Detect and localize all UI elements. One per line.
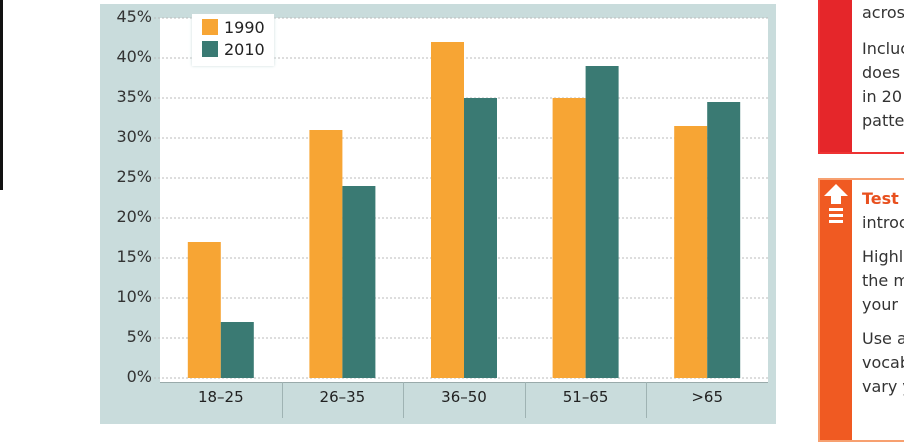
red-sidebar-bar [820,0,852,152]
box-text: the m [862,271,904,290]
bar-1990-3 [552,98,586,378]
x-separator [281,382,283,418]
box-text: Use a [862,329,904,348]
page-edge [0,0,3,190]
bar-2010-1 [342,186,376,378]
x-separator [403,382,405,418]
y-tick-label: 40% [116,47,152,66]
box-text: your c [862,295,904,314]
legend-label: 2010 [224,40,265,59]
x-separator [646,382,648,418]
box-text: introc [862,213,904,232]
legend-swatch [202,19,218,35]
y-tick-label: 45% [116,7,152,26]
box-text: vary y [862,377,904,396]
x-tick-label: 36–50 [441,388,487,406]
x-axis-row [160,382,768,419]
tip-box-orange: Test introc Highl the m your c Use a voc… [818,178,904,442]
y-tick-label: 35% [116,87,152,106]
legend-item-2010: 2010 [202,40,265,59]
box-text: Highl [862,247,904,266]
legend: 1990 2010 [192,14,274,66]
x-tick-label: 26–35 [319,388,366,406]
x-tick-label: 51–65 [562,388,609,406]
box-text: patte [862,111,904,130]
box-text: does [862,63,901,82]
tip-box-red: acros Incluc does in 20 patte [818,0,904,154]
x-tick-label: 18–25 [197,388,244,406]
bar-2010-0 [220,322,254,378]
y-tick-label: 5% [126,327,152,346]
box-text: Incluc [862,39,904,58]
x-tick-label: >65 [691,388,724,406]
box-text: in 20 [862,87,903,106]
y-tick-label: 20% [116,207,152,226]
box-text: vocab [862,353,904,372]
y-tick-label: 15% [116,247,152,266]
y-tick-label: 25% [116,167,152,186]
bar-2010-4 [707,102,741,378]
y-tick-label: 0% [126,367,152,386]
box-heading: Test [862,189,899,208]
bar-1990-2 [431,42,464,378]
legend-label: 1990 [224,18,265,37]
orange-sidebar-bar [820,180,852,440]
bar-1990-0 [187,242,221,378]
legend-swatch [202,41,218,57]
box-text: acros [862,3,904,22]
bar-1990-4 [674,126,708,378]
bar-2010-3 [585,66,619,378]
y-tick-label: 30% [116,127,152,146]
bar-1990-1 [309,130,343,378]
legend-item-1990: 1990 [202,18,265,37]
x-separator [524,382,526,418]
bar-2010-2 [464,98,497,378]
y-tick-label: 10% [116,287,152,306]
arrow-up-icon [824,184,848,223]
bar-chart [154,17,768,379]
